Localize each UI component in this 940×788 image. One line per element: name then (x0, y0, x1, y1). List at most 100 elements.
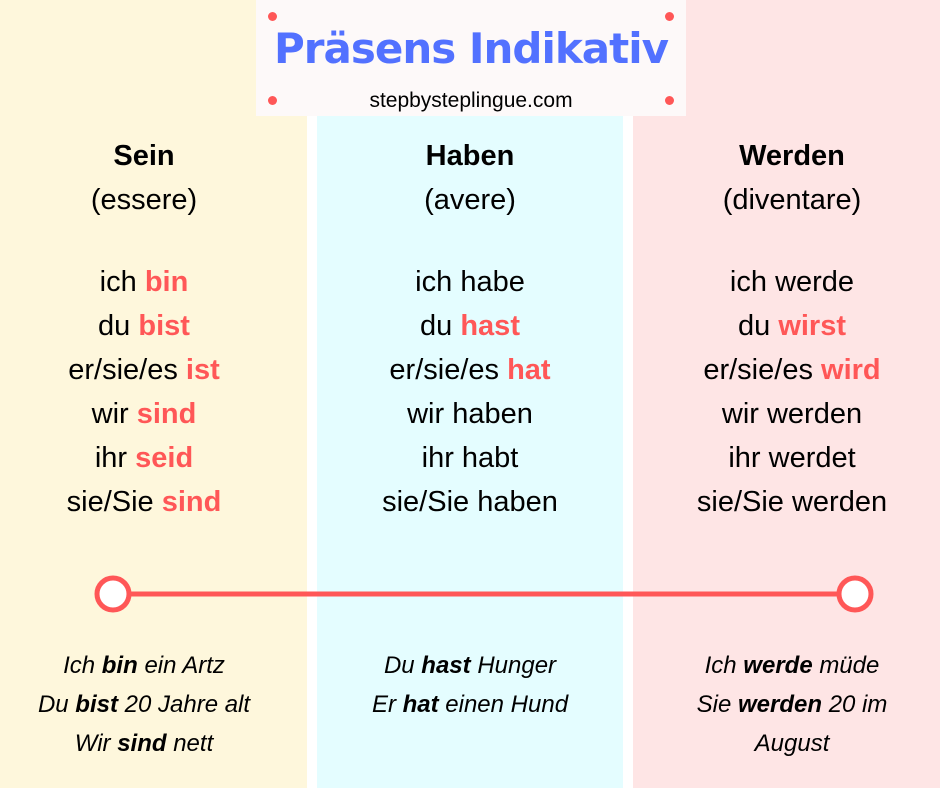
verb-form: werden (766, 398, 863, 430)
examples: Ich werde müde Sie werden 20 im August (663, 646, 921, 763)
example-text: einen Hund (445, 691, 569, 718)
pronoun: ich (99, 266, 137, 298)
verb-form: wird (821, 354, 881, 386)
dot (268, 12, 277, 21)
example-verb: hat (402, 691, 439, 718)
verb-form: sind (136, 398, 197, 430)
dot (665, 96, 674, 105)
column-bg (633, 0, 940, 788)
conjugation: du wirst (633, 304, 940, 348)
example: Wir sind nett (0, 724, 288, 763)
pronoun: wir (91, 398, 129, 430)
example-text: 20 Jahre alt (124, 691, 251, 718)
example-text: Wir (74, 730, 111, 757)
translation: (avere) (424, 184, 516, 216)
conjugation: ihr habt (317, 436, 623, 480)
pronoun: ihr (94, 442, 128, 474)
examples: Ich bin ein Artz Du bist 20 Jahre alt Wir … (0, 646, 288, 763)
pronoun: ich (415, 266, 453, 298)
pronoun: du (420, 310, 453, 342)
verb-form: ist (185, 354, 220, 386)
verb-form: werde (775, 266, 855, 298)
example-text: müde (819, 652, 880, 679)
subtitle: stepbysteplingue.com (369, 89, 573, 112)
example: Ich bin ein Artz (0, 646, 288, 685)
verb-form: seid (135, 442, 194, 474)
dot (268, 96, 277, 105)
pronoun: sie/Sie (66, 486, 154, 518)
verb-form: haben (452, 398, 533, 430)
timeline-node (94, 575, 132, 613)
conjugation: ich bin (0, 260, 288, 304)
conjugation: er/sie/es ist (0, 348, 288, 392)
example: Sie werden 20 im August (663, 685, 921, 763)
conjugation: du bist (0, 304, 288, 348)
column-bg (317, 0, 623, 788)
verb-form: bist (138, 310, 190, 342)
conjugation: er/sie/es hat (317, 348, 623, 392)
example-text: Sie (696, 691, 732, 718)
verb-form: hat (507, 354, 551, 386)
example-verb: bin (101, 652, 138, 679)
conjugation: sie/Sie sind (0, 480, 288, 524)
example-text: Hunger (477, 652, 557, 679)
example-text: Du (383, 652, 415, 679)
header: Präsens Indikativ stepbysteplingue.com (256, 0, 686, 116)
example-text: Er (371, 691, 396, 718)
example: Du bist 20 Jahre alt (0, 685, 288, 724)
conjugation: er/sie/es wird (633, 348, 940, 392)
verb-form: sind (161, 486, 222, 518)
conjugation: ihr seid (0, 436, 288, 480)
conjugation: wir werden (633, 392, 940, 436)
translation: (diventare) (722, 184, 862, 216)
column-bg (0, 0, 307, 788)
conjugation: ich habe (317, 260, 623, 304)
example-text: nett (173, 730, 214, 757)
conjugation: wir haben (317, 392, 623, 436)
verb-form: haben (477, 486, 558, 518)
pronoun: er/sie/es (703, 354, 813, 386)
pronoun: ihr (421, 442, 454, 474)
example-text: ein Artz (144, 652, 225, 679)
verb-form: werdet (768, 442, 856, 474)
conjugation: sie/Sie haben (317, 480, 623, 524)
pronoun: ihr (728, 442, 761, 474)
pronoun: er/sie/es (389, 354, 500, 386)
pronoun: du (737, 310, 771, 342)
translation: (essere) (90, 184, 198, 216)
pronoun: er/sie/es (68, 354, 178, 386)
example-verb: werde (743, 652, 813, 679)
conjugation: sie/Sie werden (633, 480, 940, 524)
example-verb: werden (737, 691, 823, 718)
pronoun: wir (407, 398, 445, 430)
example: Ich werde müde (663, 646, 921, 685)
dot (665, 12, 674, 21)
pronoun: sie/Sie (382, 486, 470, 518)
example-text: 20 im August (754, 691, 888, 757)
pronoun: ich (729, 266, 767, 298)
conjugation: ihr werdet (633, 436, 940, 480)
example: Du hast Hunger (317, 646, 623, 685)
example: Er hat einen Hund (317, 685, 623, 724)
verb: Haben (425, 140, 515, 172)
verb: Sein (113, 140, 175, 172)
pronoun: wir (721, 398, 759, 430)
example-verb: bist (75, 691, 118, 718)
example-text: Du (37, 691, 69, 718)
verb-form: wirst (778, 310, 846, 342)
pronoun: sie/Sie (696, 486, 784, 518)
example-verb: sind (117, 730, 167, 757)
example-text: Ich (704, 652, 737, 679)
conjugation: du hast (317, 304, 623, 348)
timeline-node (836, 575, 874, 613)
conjugation: wir sind (0, 392, 288, 436)
examples: Du hast Hunger Er hat einen Hund (317, 646, 623, 724)
conjugation: ich werde (633, 260, 940, 304)
verb-form: werden (791, 486, 888, 518)
verb-form: habe (460, 266, 525, 298)
title: Präsens Indikativ (274, 24, 669, 73)
verb-form: bin (144, 266, 189, 298)
example-verb: hast (421, 652, 471, 679)
